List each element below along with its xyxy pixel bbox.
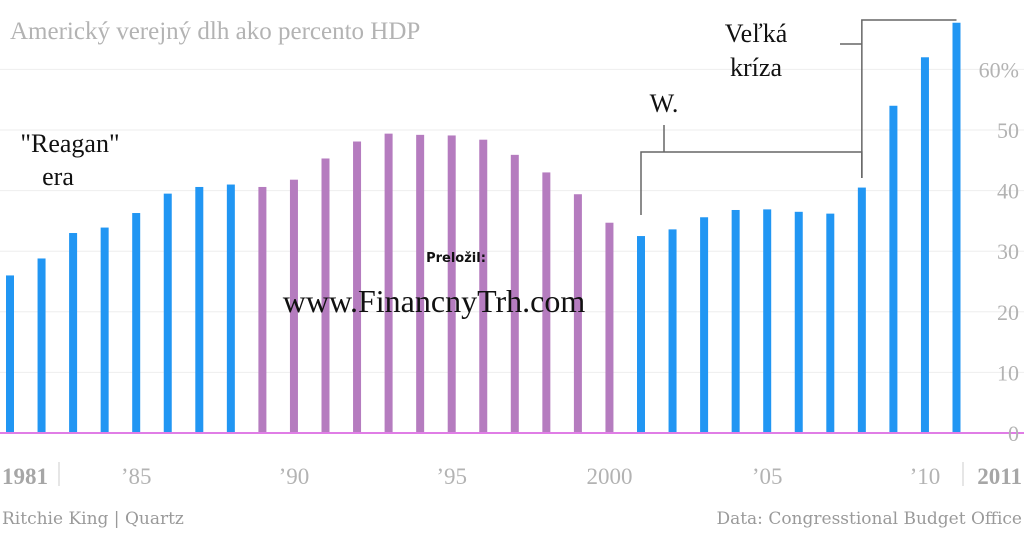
bar-1999 — [573, 194, 582, 433]
bar-1982 — [37, 258, 46, 433]
y-tick-label-50: 50 — [997, 118, 1019, 143]
x-tick-label-2011: 2011 — [977, 464, 1022, 489]
bar-2002 — [668, 229, 677, 433]
annotation-reagan-line2: era — [42, 162, 74, 191]
bar-2001 — [637, 236, 645, 433]
chart-title: Americký verejný dlh ako percento HDP — [10, 18, 420, 45]
bar-2010 — [920, 57, 929, 433]
bar-2004 — [731, 209, 740, 433]
x-tick-label-1990: ’90 — [279, 464, 310, 489]
y-axis-ticks: 0 10 20 30 40 50 60% — [979, 57, 1019, 446]
x-axis-ticks: 1981 ’85 ’90 ’95 2000 ’05 ’10 2011 — [2, 462, 1022, 489]
footer-source: Data: Congresstional Budget Office — [716, 509, 1022, 529]
bracket-crisis — [840, 19, 957, 178]
bar-1992 — [353, 141, 362, 433]
bar-2007 — [826, 213, 835, 433]
x-tick-label-2010: ’10 — [910, 464, 941, 489]
bar-1981 — [6, 275, 14, 433]
watermark-site: www.FinancnyTrh.com — [283, 283, 586, 319]
bar-2011 — [952, 22, 961, 433]
bar-2006 — [794, 211, 803, 433]
annotation-reagan-line1: "Reagan" — [20, 129, 119, 158]
bars — [6, 22, 961, 434]
bar-2000 — [605, 222, 614, 433]
bar-1983 — [69, 233, 78, 433]
y-tick-label-0: 0 — [1008, 421, 1019, 446]
y-tick-label-30: 30 — [997, 239, 1019, 264]
bar-2008 — [857, 187, 866, 433]
bar-1991 — [321, 158, 330, 433]
bar-1984 — [100, 227, 109, 433]
bar-1987 — [195, 186, 204, 433]
bar-1998 — [542, 172, 551, 434]
x-tick-label-1981: 1981 — [2, 464, 48, 489]
bar-1985 — [132, 213, 141, 433]
bar-2003 — [700, 217, 709, 433]
x-tick-label-2000: 2000 — [586, 464, 632, 489]
bar-1993 — [384, 133, 393, 434]
annotation-brackets — [640, 19, 957, 215]
x-tick-label-2005: ’05 — [752, 464, 783, 489]
bar-1995 — [447, 135, 456, 434]
bar-1989 — [258, 186, 267, 433]
annotation-crisis-line1: Veľká — [725, 19, 788, 48]
bar-1990 — [289, 179, 298, 433]
y-tick-label-40: 40 — [997, 179, 1019, 204]
annotation-w: W. — [650, 89, 679, 118]
bar-1997 — [510, 154, 519, 433]
bar-1996 — [479, 139, 488, 434]
x-tick-label-1985: ’85 — [121, 464, 152, 489]
y-tick-label-20: 20 — [997, 300, 1019, 325]
bar-1986 — [163, 193, 172, 433]
bracket-w — [640, 125, 863, 215]
x-tick-label-1995: ’95 — [436, 464, 467, 489]
bar-2005 — [763, 209, 772, 433]
footer-credit: Ritchie King | Quartz — [2, 509, 184, 529]
y-tick-label-60: 60% — [979, 57, 1019, 82]
watermark-label: Preložil: — [426, 251, 486, 266]
bar-1988 — [226, 184, 235, 433]
bar-2009 — [889, 105, 898, 433]
annotation-crisis-line2: kríza — [730, 53, 782, 82]
bar-1994 — [416, 134, 425, 433]
y-tick-label-10: 10 — [997, 360, 1019, 385]
